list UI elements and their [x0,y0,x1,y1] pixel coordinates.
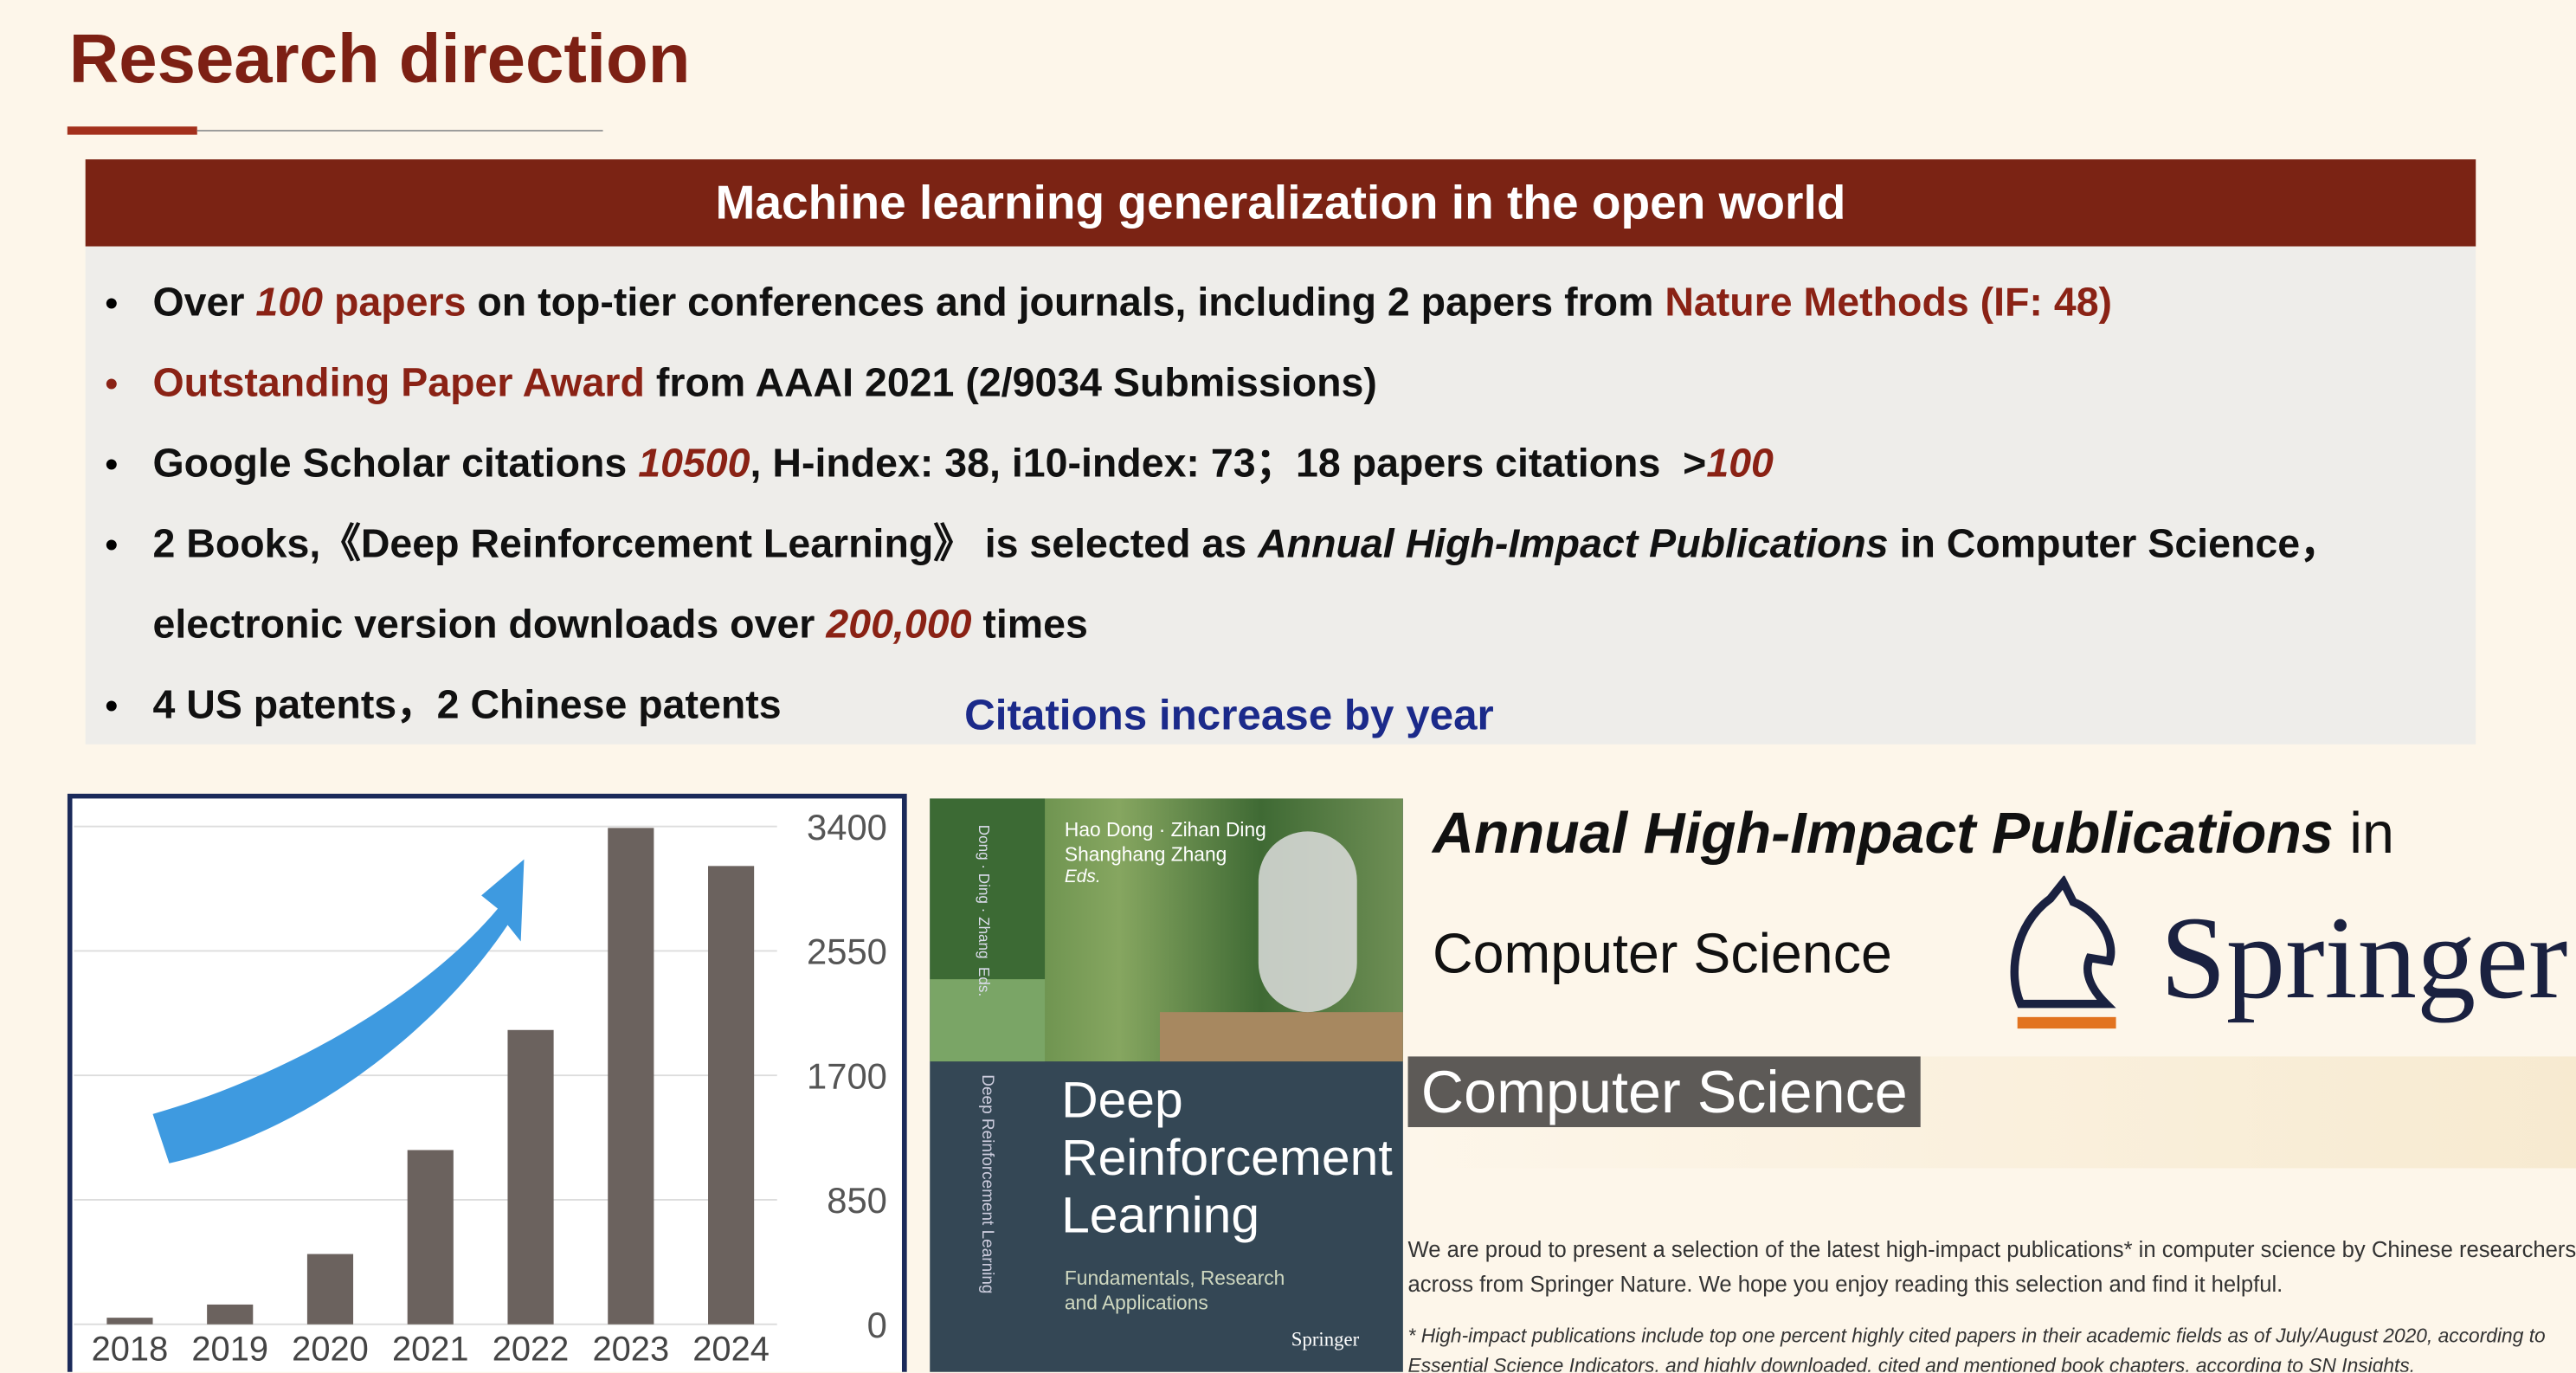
bullet-dot: • [105,443,119,485]
subtitle-line: Fundamentals, Research [1064,1267,1285,1290]
book-subtitle: Fundamentals, Research and Applications [1065,1267,1285,1316]
book-authors: Hao Dong · Zihan Ding [1064,818,1266,841]
x-tick-label: 2024 [692,1331,770,1369]
book-authors: Shanghang Zhang [1064,842,1227,867]
text: in [2333,802,2394,867]
award-note: * High-impact publications include top o… [1407,1324,2546,1372]
springer-logo: Springer [2160,892,2568,1024]
text: Google Scholar citations [152,442,639,487]
spine-band [930,979,1046,1062]
award-text: We are proud to present a selection of t… [1407,1237,2576,1297]
text: in Computer Science，electronic version d… [152,522,2341,648]
book-eds: Eds. [1064,867,1101,887]
slide-title: Research direction [68,19,691,97]
award-subheading: Computer Science [1433,923,1892,986]
cs-banner: Computer Science [1407,1056,1921,1128]
text: 2 Books,《Deep Reinforcement Learning》 is… [152,522,1259,567]
text: 10500 [638,442,750,487]
title-underline [67,126,197,135]
bullet: Outstanding Paper Award from AAAI 2021 (… [153,344,2453,424]
spine-top [930,798,1046,980]
spine-title: Deep Reinforcement Learning [977,1074,996,1294]
x-tick-label: 2018 [92,1331,169,1369]
chart-frame [67,793,907,1372]
y-tick-label: 1700 [807,1055,887,1096]
y-tick-label: 2550 [807,931,887,972]
cover-robot [1258,831,1357,1013]
text: times [971,603,1088,648]
bullet-dot: • [105,282,119,324]
bar [207,1304,254,1325]
spine-authors: Dong · Ding · Zhang Eds. [976,824,993,997]
chart: 0 850 1700 2550 3400 2018 2019 2020 2021 2022 2023… [67,793,907,1372]
y-tick-label: 850 [827,1180,887,1221]
bullet-dot: • [105,524,119,565]
text: from AAAI 2021 (2/9034 Submissions) [644,361,1377,406]
award-heading: Annual High-Impact Publications in [1433,802,2394,867]
trend-arrow [152,859,525,1164]
bar [407,1150,454,1325]
text: Outstanding Paper Award [152,361,645,406]
chart-title: Citations increase by year [964,690,1494,740]
bullet-panel [85,246,2476,745]
book-title: Deep Reinforcement Learning [1061,1071,1393,1243]
x-tick-label: 2021 [392,1331,469,1369]
bullet-dot: • [105,363,119,404]
text: 100 [255,280,324,326]
text: Nature Methods (IF: 48) [1665,280,2113,326]
bar [507,1029,554,1325]
title-line: Learning [1061,1186,1260,1244]
springer-horse [2010,875,2116,1029]
title-line: Deep [1061,1071,1183,1129]
text: , H-index: 38, i10-index: 73；18 papers c… [750,442,1707,487]
text: 200,000 [826,603,972,648]
text: Annual High-Impact Publications [1258,522,1889,567]
y-tick-label: 0 [867,1305,887,1345]
banner: Machine learning generalization in the o… [85,159,2476,247]
text: 100 [1706,442,1774,487]
bar [106,1318,153,1325]
bullet: Google Scholar citations 10500, H-index:… [153,424,2453,505]
title-line: Reinforcement [1061,1128,1393,1187]
y-tick-label: 3400 [807,807,887,848]
cover-board [1159,1012,1403,1062]
text: Annual High-Impact Publications [1433,802,2334,867]
text: papers [323,280,467,326]
x-tick-label: 2023 [592,1331,669,1369]
text: 4 US patents，2 Chinese patents [152,683,782,728]
subtitle-line: and Applications [1064,1291,1208,1315]
book-cover: Dong · Ding · Zhang Eds. Deep Reinforcem… [930,798,1403,1372]
bullet: 2 Books,《Deep Reinforcement Learning》 is… [153,505,2453,666]
bullet: Over 100 papers on top-tier conferences … [153,263,2453,344]
bullet-dot: • [105,685,119,726]
bar [306,1254,354,1325]
title-rule [196,129,603,132]
bar [708,866,755,1325]
book-publisher: Springer [1291,1327,1360,1351]
x-tick-label: 2022 [493,1331,570,1369]
bullet: 4 US patents，2 Chinese patents [153,666,2453,746]
bar [608,828,654,1325]
text: on top-tier conferences and journals, in… [466,280,1665,326]
x-tick-label: 2020 [292,1331,369,1369]
x-tick-label: 2019 [191,1331,268,1369]
text: Over [152,280,256,326]
